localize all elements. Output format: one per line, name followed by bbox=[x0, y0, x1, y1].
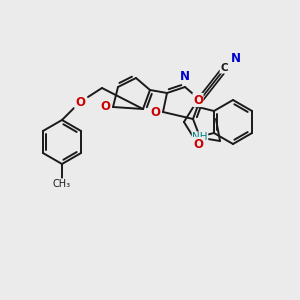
Text: NH: NH bbox=[192, 132, 208, 142]
Text: O: O bbox=[193, 94, 203, 106]
Text: CH₃: CH₃ bbox=[53, 179, 71, 189]
Text: O: O bbox=[75, 95, 85, 109]
Text: O: O bbox=[150, 106, 160, 118]
Text: O: O bbox=[100, 100, 110, 113]
Text: N: N bbox=[231, 52, 241, 64]
Text: C: C bbox=[220, 63, 228, 73]
Text: O: O bbox=[193, 137, 203, 151]
Text: N: N bbox=[180, 70, 190, 83]
